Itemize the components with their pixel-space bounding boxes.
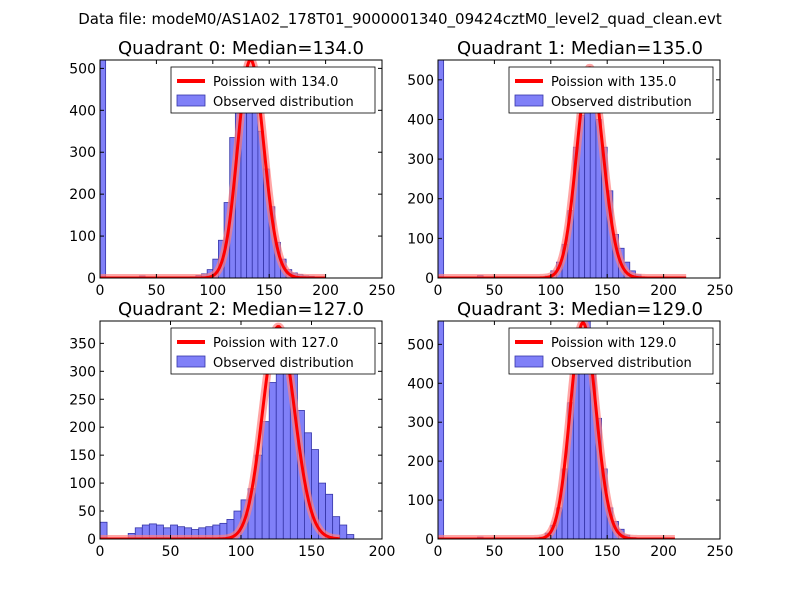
quadrant-1-panel: Quadrant 1: Median=135.0 0 50 100 150 200 250…: [407, 38, 733, 299]
quadrant-3-x-tick-label: 150: [594, 544, 621, 560]
quadrant-2-legend-bar-label: Observed distribution: [213, 356, 354, 371]
quadrant-0-x-tick-label: 150: [256, 283, 283, 299]
quadrant-1-histogram-bar: [438, 60, 445, 278]
quadrant-2-histogram-bar: [100, 521, 108, 539]
quadrant-3-panel: Quadrant 3: Median=129.0 0 50 100 150 200 250…: [407, 299, 733, 560]
quadrant-0-y-tick-label: 200: [69, 187, 96, 203]
quadrant-0-legend: Poission with 134.0 Observed distribution: [170, 66, 376, 114]
quadrant-1-y-tick-label: 100: [407, 231, 434, 247]
quadrant-0-legend-bar-label: Observed distribution: [213, 95, 354, 110]
quadrant-3-title: Quadrant 3: Median=129.0: [457, 299, 703, 320]
quadrant-1-x-tick-label: 50: [485, 283, 503, 299]
quadrant-1-axes-frame: [437, 59, 721, 279]
quadrant-1-title: Quadrant 1: Median=135.0: [457, 38, 703, 59]
quadrant-2-y-tick-label: 250: [69, 392, 96, 408]
quadrant-2-histogram-bar: [339, 524, 348, 539]
quadrant-2-histogram-bar: [261, 421, 270, 539]
quadrant-3-x-tick-label: 200: [650, 544, 677, 560]
quadrant-0-y-tick-label: 500: [69, 61, 96, 77]
quadrant-2-legend: Poission with 127.0 Observed distribution: [170, 327, 376, 375]
quadrant-3-legend-bar-label: Observed distribution: [551, 356, 692, 371]
quadrant-0-x-tick-label: 250: [369, 283, 396, 299]
quadrant-3-x-tick-label: 250: [707, 544, 734, 560]
quadrant-3-x-tick-label: 100: [537, 544, 564, 560]
quadrant-2-histogram-bar: [275, 348, 284, 539]
quadrant-2-y-tick-label: 200: [69, 420, 96, 436]
quadrant-3-legend: Poission with 129.0 Observed distribution: [508, 327, 714, 375]
quadrant-3-y-tick-label: 400: [407, 376, 434, 392]
quadrant-2-title: Quadrant 2: Median=127.0: [118, 299, 364, 320]
quadrant-1-y-tick-label: 300: [407, 152, 434, 168]
quadrant-2-y-tick-label: 300: [69, 364, 96, 380]
quadrant-3-x-tick-label: 0: [434, 544, 443, 560]
quadrant-0-axes-frame: [99, 59, 383, 279]
quadrant-1-legend-line-label: Poission with 135.0: [551, 75, 676, 90]
quadrant-3-axes-frame: [437, 320, 721, 540]
quadrant-1-x-tick-label: 100: [537, 283, 564, 299]
quadrant-1-legend-bar-swatch: [514, 94, 544, 107]
quadrant-2-y-tick-label: 100: [69, 476, 96, 492]
quadrant-0-y-tick-label: 400: [69, 103, 96, 119]
quadrant-3-y-tick-label: 200: [407, 454, 434, 470]
quadrant-0-legend-line-label: Poission with 134.0: [213, 75, 338, 90]
quadrant-2-x-tick-label: 100: [228, 544, 255, 560]
quadrant-2-legend-line-label: Poission with 127.0: [213, 336, 338, 351]
quadrant-0-y-tick-label: 100: [69, 229, 96, 245]
quadrant-2-histogram-bar: [268, 382, 277, 539]
quadrant-0-histogram-bar: [246, 88, 253, 278]
quadrant-2-x-tick-label: 0: [96, 544, 105, 560]
quadrant-3-histogram-bar: [438, 321, 445, 539]
quadrant-0-y-tick-label: 300: [69, 145, 96, 161]
quadrant-0-x-tick-label: 100: [199, 283, 226, 299]
quadrant-2-y-tick-label: 150: [69, 448, 96, 464]
quadrant-3-y-tick-label: 100: [407, 493, 434, 509]
quadrant-0-histogram-bar: [100, 60, 107, 278]
quadrant-2-y-tick-label: 50: [78, 504, 96, 520]
quadrant-1-x-tick-label: 0: [434, 283, 443, 299]
quadrant-0-x-tick-label: 0: [96, 283, 105, 299]
quadrant-2-x-tick-label: 150: [298, 544, 325, 560]
quadrant-0-title: Quadrant 0: Median=134.0: [118, 38, 364, 59]
quadrant-0-histogram-bar: [251, 101, 259, 278]
quadrant-0-x-tick-label: 200: [312, 283, 339, 299]
quadrant-2-panel: Quadrant 2: Median=127.0 0 50 100 150 200 0 50…: [69, 299, 395, 560]
quadrant-1-x-tick-label: 250: [707, 283, 734, 299]
figure-suptitle: Data file: modeM0/AS1A02_178T01_90000013…: [78, 10, 722, 29]
quadrant-3-legend-line-label: Poission with 129.0: [551, 336, 676, 351]
quadrant-3-x-tick-label: 50: [485, 544, 503, 560]
quadrant-1-legend-bar-label: Observed distribution: [551, 95, 692, 110]
quadrant-3-y-tick-label: 0: [425, 532, 434, 548]
quadrant-2-y-tick-label: 350: [69, 336, 96, 352]
quadrant-0-legend-bar-swatch: [176, 94, 206, 107]
quadrant-1-x-tick-label: 200: [650, 283, 677, 299]
quadrant-1-y-tick-label: 200: [407, 192, 434, 208]
quadrant-2-histogram-bar: [346, 534, 355, 539]
quadrant-2-y-tick-label: 0: [87, 532, 96, 548]
quadrant-2-x-tick-label: 50: [162, 544, 180, 560]
quadrant-3-legend-bar-swatch: [514, 355, 544, 368]
quadrant-3-y-tick-label: 300: [407, 415, 434, 431]
quadrant-0-panel: Quadrant 0: Median=134.0 0 50 100 150 200 250…: [69, 38, 395, 299]
quadrant-2-legend-bar-swatch: [176, 355, 206, 368]
quadrant-2-x-tick-label: 200: [369, 544, 396, 560]
quadrant-1-legend: Poission with 135.0 Observed distribution: [508, 66, 714, 114]
quadrant-1-x-tick-label: 150: [594, 283, 621, 299]
quadrant-1-y-tick-label: 0: [425, 271, 434, 287]
quadrant-1-y-tick-label: 400: [407, 112, 434, 128]
quadrant-0-y-tick-label: 0: [87, 271, 96, 287]
quadrant-1-y-tick-label: 500: [407, 73, 434, 89]
quadrant-0-x-tick-label: 50: [147, 283, 165, 299]
quadrant-3-y-tick-label: 500: [407, 337, 434, 353]
